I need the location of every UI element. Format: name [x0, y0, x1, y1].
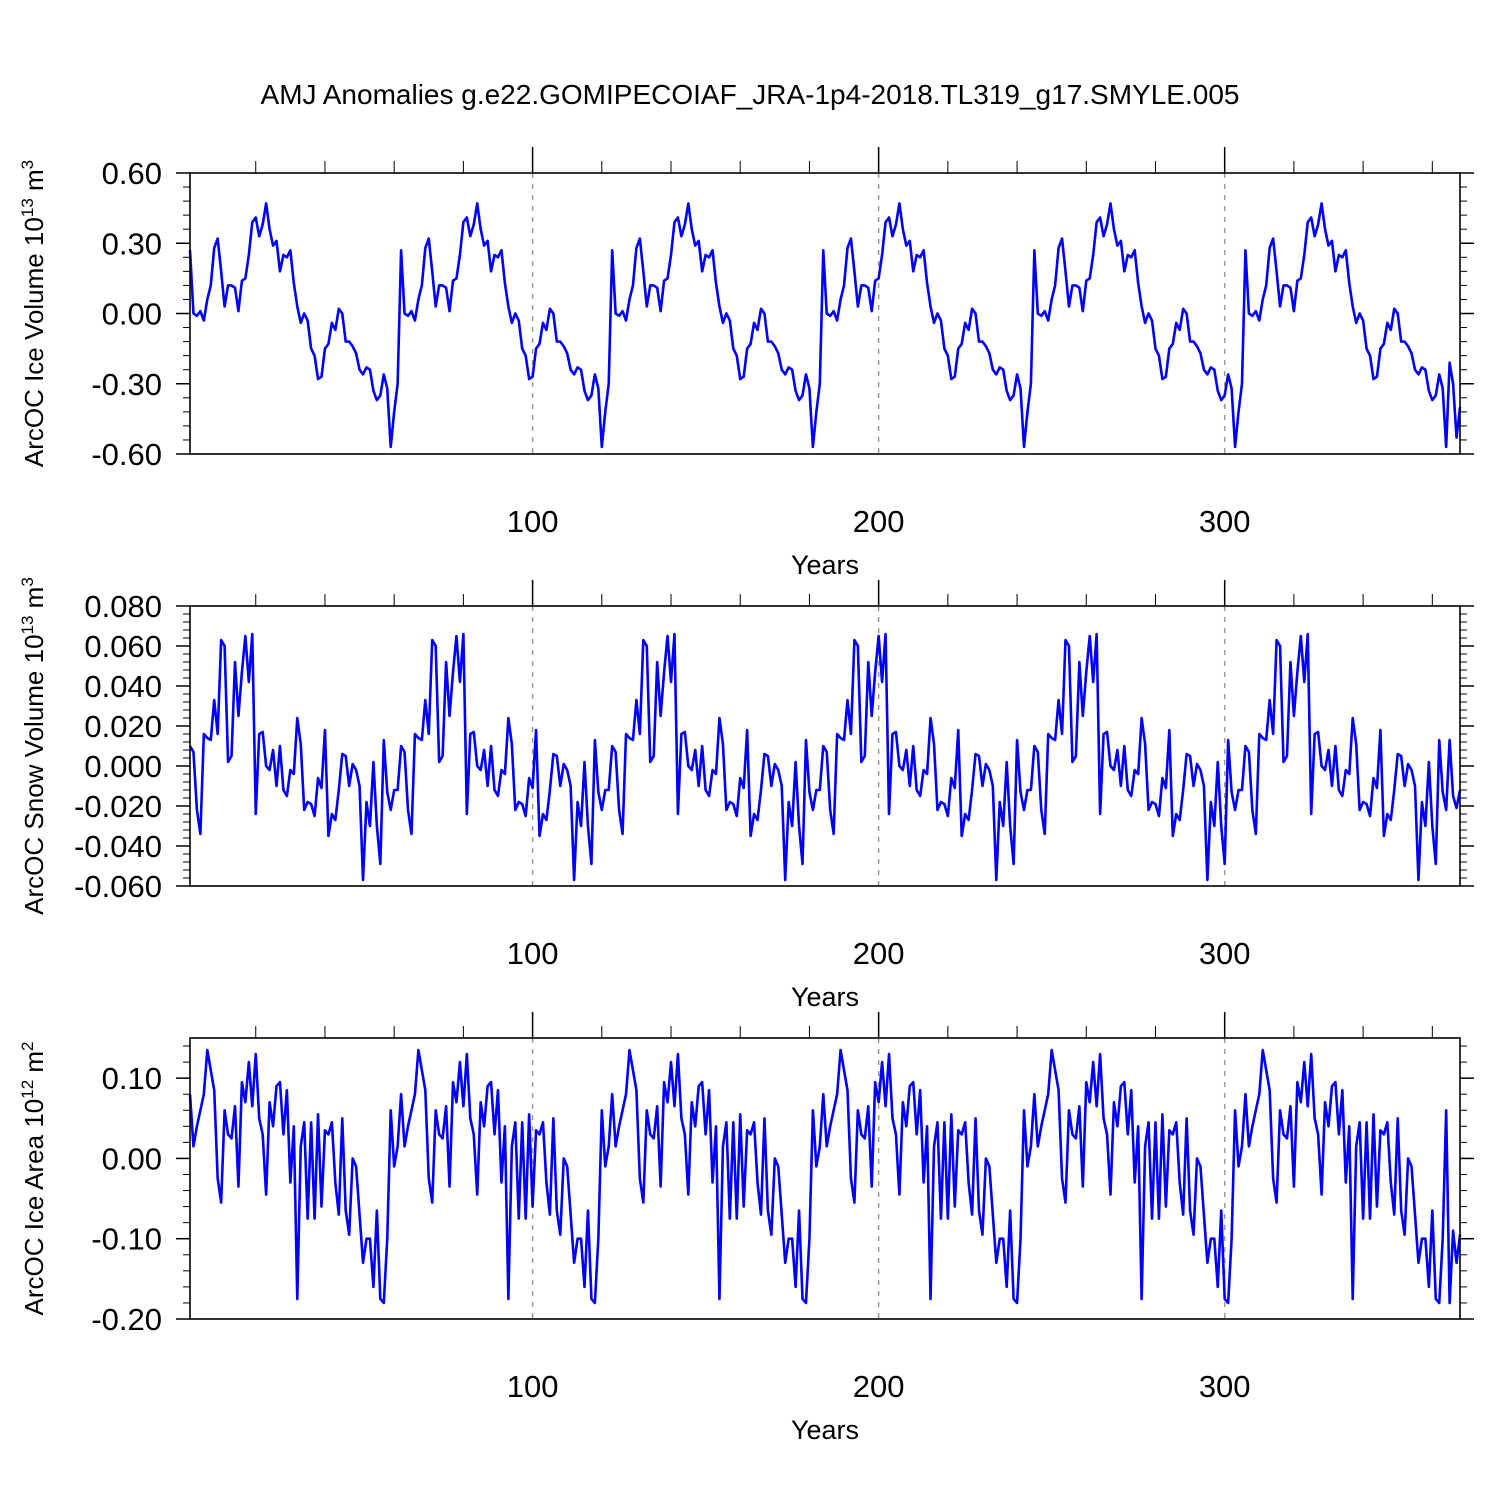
y-axis-label: ArcOC Snow Volume 1013 m3: [18, 577, 49, 915]
y-tick-label: -0.10: [91, 1222, 162, 1257]
chart-panel-2: 0.080 0.060 0.040 0.020 0.000 -0.020 -0.040 -0.…: [18, 577, 1474, 1012]
x-tick-label: 200: [853, 504, 905, 539]
x-axis-label: Years: [791, 550, 859, 580]
y-tick-label: -0.020: [74, 789, 162, 824]
y-tick-label: -0.30: [91, 367, 162, 402]
x-tick-label: 100: [507, 504, 559, 539]
y-axis-label: ArcOC Ice Area 1012 m2: [18, 1041, 49, 1315]
x-tick-label: 200: [853, 936, 905, 971]
chart-panel-3: 0.10 0.00 -0.10 -0.20 100 200 300 Years ArcOC Ic…: [18, 1012, 1474, 1445]
y-tick-label: 0.060: [84, 629, 162, 664]
x-tick-label: 100: [507, 936, 559, 971]
y-tick-label: 0.00: [102, 297, 162, 332]
x-tick-label: 100: [507, 1369, 559, 1404]
y-tick-label: 0.00: [102, 1141, 162, 1176]
y-tick-label: -0.60: [91, 437, 162, 472]
chart-title: AMJ Anomalies g.e22.GOMIPECOIAF_JRA-1p4-…: [261, 79, 1240, 110]
y-tick-label: 0.30: [102, 226, 162, 261]
chart-panels: 0.60 0.30 0.00 -0.30 -0.60 100 200 300 Years ArcO…: [18, 147, 1474, 1445]
x-tick-label: 300: [1199, 1369, 1251, 1404]
y-tick-label: 0.000: [84, 749, 162, 784]
y-axis-label: ArcOC Ice Volume 1013 m3: [18, 160, 49, 467]
plot-frame: [189, 605, 1461, 887]
plot-frame: [189, 1037, 1461, 1320]
data-series-line: [188, 1048, 1462, 1305]
y-tick-label: -0.060: [74, 869, 162, 904]
x-tick-label: 300: [1199, 504, 1251, 539]
x-axis-label: Years: [791, 1415, 859, 1445]
x-tick-label: 300: [1199, 936, 1251, 971]
y-tick-label: 0.020: [84, 709, 162, 744]
y-tick-label: 0.60: [102, 156, 162, 191]
y-tick-label: -0.20: [91, 1302, 162, 1337]
y-tick-label: 0.080: [84, 589, 162, 624]
plot-frame: [189, 172, 1461, 455]
chart-panel-1: 0.60 0.30 0.00 -0.30 -0.60 100 200 300 Years ArcO…: [18, 147, 1474, 580]
y-tick-label: 0.10: [102, 1061, 162, 1096]
data-series-line: [188, 202, 1462, 449]
x-axis-label: Years: [791, 982, 859, 1012]
y-tick-label: 0.040: [84, 669, 162, 704]
x-tick-label: 200: [853, 1369, 905, 1404]
data-series-line: [188, 632, 1462, 882]
y-tick-label: -0.040: [74, 829, 162, 864]
